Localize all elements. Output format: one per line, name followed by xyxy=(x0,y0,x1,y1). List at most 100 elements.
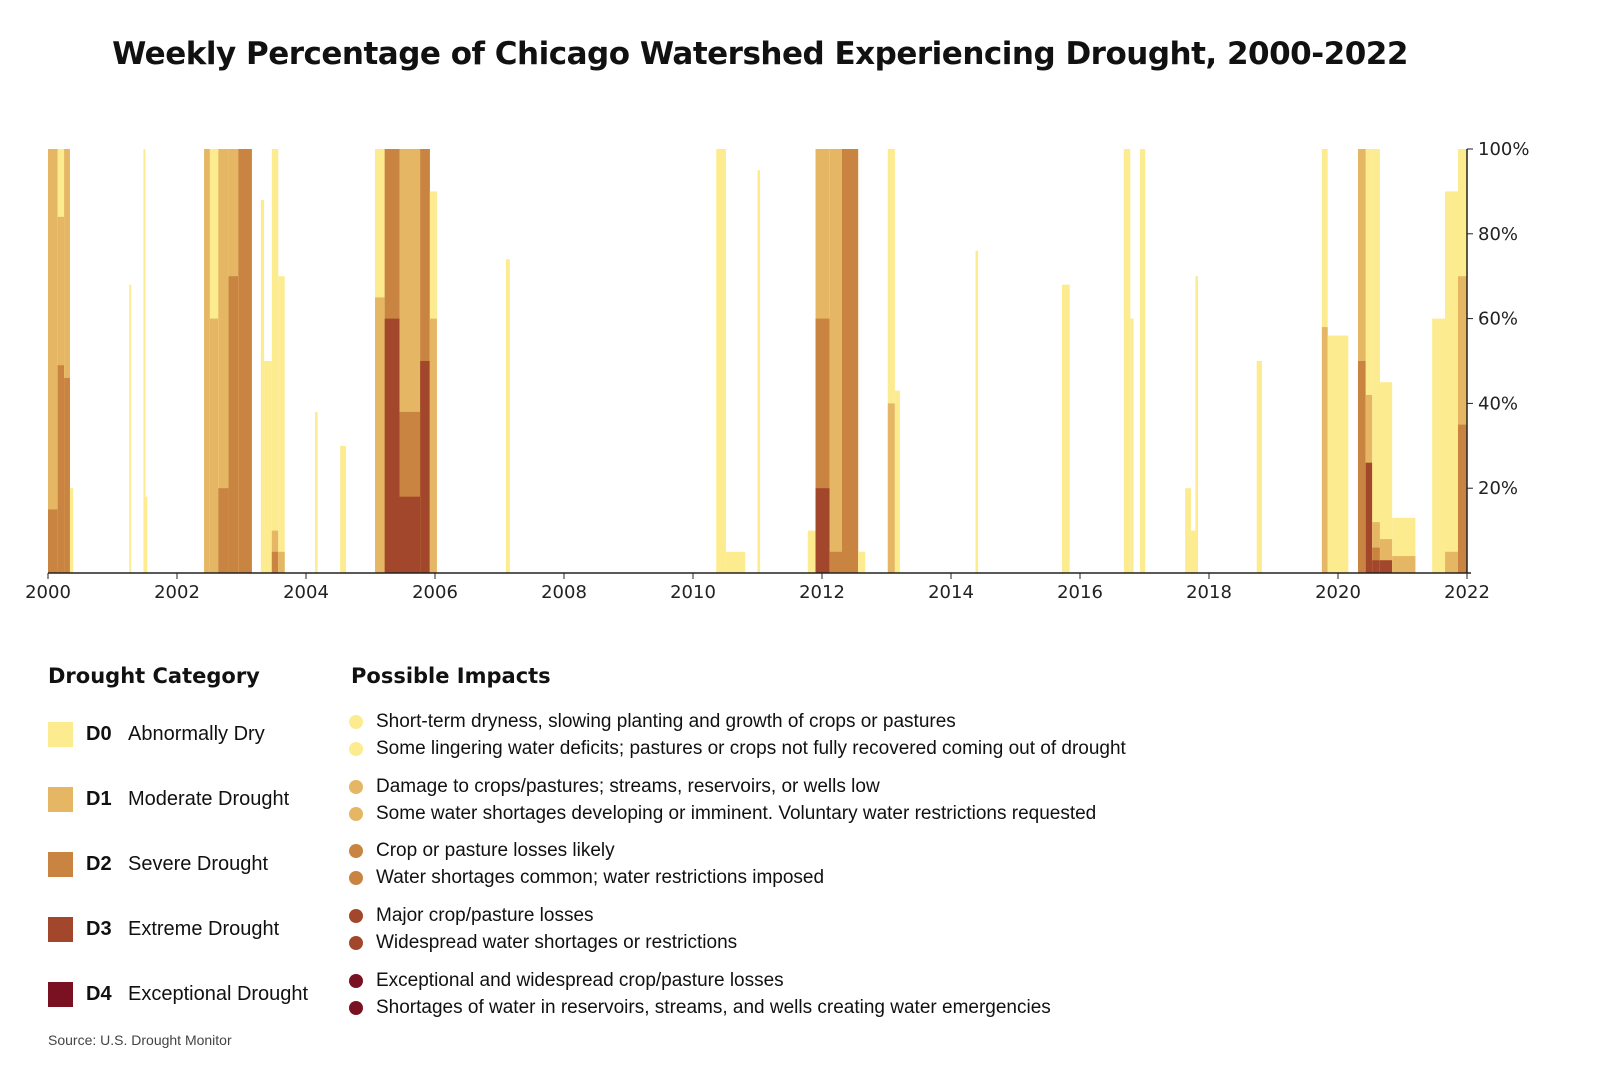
drought-bar-d2 xyxy=(218,488,229,573)
legend-label: Severe Drought xyxy=(128,852,269,875)
drought-bar-d0 xyxy=(1432,318,1446,573)
drought-bar-d0 xyxy=(1061,284,1070,573)
drought-bar-d2 xyxy=(238,149,252,573)
drought-bar-d1 xyxy=(1321,327,1328,573)
drought-bar-d1 xyxy=(429,318,437,573)
impact-text: Exceptional and widespread crop/pasture … xyxy=(376,969,784,991)
drought-bar-d0 xyxy=(1372,149,1380,573)
drought-bar-d1 xyxy=(278,551,285,573)
x-tick-label: 2020 xyxy=(1315,582,1361,603)
y-tick-label: 20% xyxy=(1478,478,1518,499)
drought-bar-d0 xyxy=(1365,149,1373,573)
drought-bar-d0 xyxy=(260,199,265,573)
drought-bar-d1 xyxy=(48,149,58,573)
legend-code: D0 xyxy=(86,722,112,745)
drought-bar-d0 xyxy=(887,149,895,573)
impact-dot xyxy=(349,1000,363,1015)
impact-item: Some lingering water deficits; pastures … xyxy=(349,737,1126,761)
drought-bar-d3 xyxy=(384,318,400,573)
drought-bar-d1 xyxy=(204,149,210,573)
drought-bar-d0 xyxy=(143,149,146,573)
drought-bar-d1 xyxy=(218,149,229,573)
legend-swatch xyxy=(48,721,73,747)
impact-dot xyxy=(349,806,363,821)
drought-bar-d2 xyxy=(1457,424,1467,573)
drought-bar-d0 xyxy=(1195,276,1199,573)
impact-item: Major crop/pasture losses xyxy=(349,904,594,928)
drought-bar-d0 xyxy=(1256,361,1262,573)
axes: 2000 2002 2004 2006 2008 2010 2012 2014 2016 2018… xyxy=(25,139,1529,603)
drought-bar-d0 xyxy=(725,551,746,573)
impact-text: Water shortages common; water restrictio… xyxy=(376,867,825,889)
legend-label: Abnormally Dry xyxy=(128,722,265,745)
drought-bar-d3 xyxy=(399,496,421,573)
x-tick-label: 2010 xyxy=(670,582,716,603)
impact-dot xyxy=(349,973,363,988)
legend-swatch xyxy=(48,981,73,1007)
legend-code: D4 xyxy=(86,982,112,1005)
drought-bar-d0 xyxy=(1185,488,1191,573)
drought-bar-d0 xyxy=(129,284,132,573)
x-tick-label: 2022 xyxy=(1444,582,1490,603)
drought-bar-d3 xyxy=(1372,560,1380,573)
drought-bar-d2 xyxy=(48,509,58,573)
impact-text: Damage to crops/pastures; streams, reser… xyxy=(376,775,880,797)
impact-dot xyxy=(349,742,363,756)
x-tick-label: 2008 xyxy=(541,582,587,603)
drought-bar-d0 xyxy=(807,530,816,573)
drought-bar-d2 xyxy=(64,377,70,573)
impact-item: Short-term dryness, slowing planting and… xyxy=(349,710,956,734)
drought-bar-d0 xyxy=(271,149,279,573)
y-tick-label: 100% xyxy=(1478,139,1529,160)
impact-dot xyxy=(349,779,363,794)
legend-code: D1 xyxy=(86,787,112,810)
impact-dot xyxy=(349,715,363,729)
drought-bar-d1 xyxy=(1392,556,1416,573)
x-tick-label: 2000 xyxy=(25,582,71,603)
drought-bar-d0 xyxy=(278,276,285,573)
drought-bar-d0 xyxy=(1123,149,1131,573)
impact-dot xyxy=(349,844,363,859)
impact-item: Damage to crops/pastures; streams, reser… xyxy=(349,775,880,799)
legend-item-d3: D3 Extreme Drought xyxy=(48,916,279,942)
y-tick-label: 40% xyxy=(1478,393,1518,414)
x-tick-label: 2002 xyxy=(154,582,200,603)
impact-text: Short-term dryness, slowing planting and… xyxy=(376,711,956,732)
impact-dot xyxy=(349,936,363,951)
impact-item: Some water shortages developing or immin… xyxy=(349,802,1096,826)
x-tick-label: 2016 xyxy=(1057,582,1103,603)
drought-bar-d0 xyxy=(1190,530,1196,573)
impact-text: Crop or pasture losses likely xyxy=(376,840,615,862)
legend-swatch xyxy=(48,851,73,877)
drought-marks xyxy=(48,149,1467,573)
drought-bar-d0 xyxy=(858,551,866,573)
drought-bar-d0 xyxy=(1445,191,1458,573)
legend-item-d2: D2 Severe Drought xyxy=(48,851,268,877)
drought-bar-d0 xyxy=(1379,382,1393,573)
drought-bar-d0 xyxy=(757,170,761,573)
drought-bar-d2 xyxy=(829,551,842,573)
chart-title: Weekly Percentage of Chicago Watershed E… xyxy=(112,36,1408,72)
x-tick-label: 2018 xyxy=(1186,582,1232,603)
drought-bar-d0 xyxy=(505,259,510,573)
drought-bar-d1 xyxy=(887,403,895,573)
drought-bar-d0 xyxy=(975,250,979,573)
drought-bar-d0 xyxy=(69,488,74,573)
impact-item: Water shortages common; water restrictio… xyxy=(349,866,824,890)
drought-bar-d3 xyxy=(815,488,830,573)
drought-bar-d2 xyxy=(1357,361,1366,573)
drought-bar-d2 xyxy=(271,551,279,573)
impact-dot xyxy=(349,909,363,924)
drought-bar-d0 xyxy=(264,361,272,573)
drought-bar-d3 xyxy=(1379,560,1393,573)
drought-bar-d2 xyxy=(228,276,239,573)
drought-bar-d3 xyxy=(1365,462,1373,573)
impact-text: Some lingering water deficits; pastures … xyxy=(376,738,1126,759)
drought-bar-d1 xyxy=(209,318,219,573)
legend-label: Extreme Drought xyxy=(128,917,280,940)
x-tick-label: 2014 xyxy=(928,582,974,603)
x-tick-label: 2004 xyxy=(283,582,329,603)
drought-bar-d2 xyxy=(57,365,65,573)
impact-text: Widespread water shortages or restrictio… xyxy=(376,932,738,954)
impact-text: Some water shortages developing or immin… xyxy=(376,802,1097,824)
